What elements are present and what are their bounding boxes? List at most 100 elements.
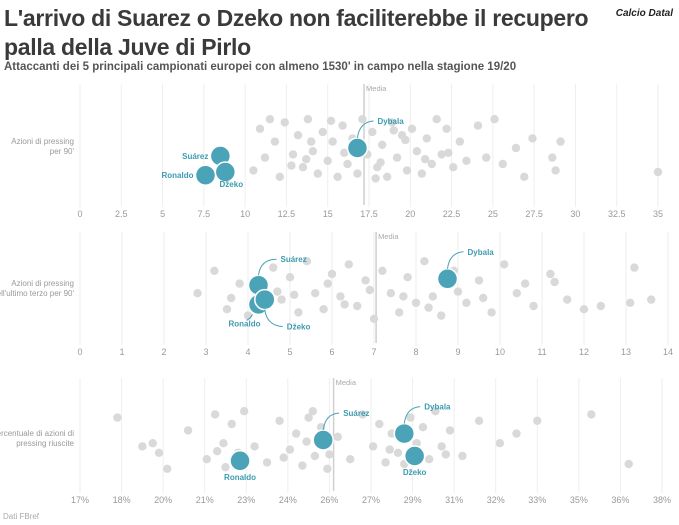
tick-label: 21% [196, 495, 214, 505]
player-dot [482, 153, 491, 162]
player-dot [392, 153, 402, 162]
player-dot [340, 300, 349, 309]
player-dot [403, 273, 412, 282]
highlight-dot [346, 137, 369, 159]
player-dot [511, 143, 521, 153]
player-dot [437, 442, 446, 451]
tick-label: 4 [245, 347, 250, 357]
player-dot [495, 439, 505, 448]
player-dot [353, 301, 362, 311]
player-dot [432, 115, 441, 124]
player-dot [412, 147, 422, 156]
player-dot [202, 455, 211, 464]
player-dot [310, 451, 320, 461]
player-dot [250, 442, 259, 451]
row-label-line: pressing riuscite [16, 439, 74, 448]
player-dot [551, 166, 560, 175]
player-dot [393, 448, 403, 457]
player-dot [368, 127, 377, 137]
player-dot [512, 429, 521, 438]
row-label-line: Azioni di pressing [11, 137, 74, 146]
tick-label: 2.5 [115, 209, 128, 219]
highlight-dot [436, 268, 459, 290]
player-dot [479, 293, 488, 303]
tick-label: 27% [362, 495, 380, 505]
player-dot [437, 150, 446, 159]
tick-label: 20 [405, 209, 415, 219]
player-dot [269, 263, 278, 272]
tick-label: 7 [371, 347, 376, 357]
player-dot [406, 413, 415, 422]
source-note: Dati FBref [3, 512, 40, 521]
player-dot [653, 167, 663, 177]
player-dot [304, 413, 313, 422]
callout-label: Dybala [424, 403, 451, 412]
player-dot [382, 172, 392, 181]
median-label: Media [378, 232, 399, 241]
player-dot [563, 295, 572, 304]
player-dot [389, 126, 398, 135]
player-dot [249, 166, 258, 175]
player-dot [546, 269, 555, 279]
player-dot [365, 285, 374, 295]
player-dot [449, 163, 458, 172]
player-dot [240, 407, 249, 416]
player-dot [378, 266, 387, 275]
player-dot [376, 158, 385, 167]
player-dot [424, 303, 433, 312]
row-label-line: Azioni di pressing [11, 279, 74, 288]
player-dot [291, 429, 301, 438]
player-dot [387, 118, 397, 127]
player-dot [385, 445, 394, 454]
player-dot [290, 290, 299, 299]
player-dot [473, 121, 483, 130]
player-dot [227, 419, 236, 429]
player-dot [221, 463, 230, 472]
player-dot [512, 289, 521, 298]
player-dot [307, 137, 316, 146]
tick-label: 18% [113, 495, 131, 505]
callout-line [246, 314, 253, 321]
player-dot [371, 174, 380, 183]
tick-label: 33% [528, 495, 546, 505]
tick-label: 23% [237, 495, 255, 505]
player-dot [293, 131, 303, 140]
player-dot [442, 124, 451, 133]
tick-label: 8 [413, 347, 418, 357]
tick-label: 12 [579, 347, 589, 357]
tick-label: 38% [653, 495, 671, 505]
callout-line [258, 258, 277, 276]
player-dot [344, 260, 353, 269]
tick-label: 0 [77, 347, 82, 357]
tick-label: 22.5 [443, 209, 461, 219]
row-label: Azioni di pressing per 90' [11, 137, 74, 156]
tick-label: 1 [119, 347, 124, 357]
player-dot [420, 155, 430, 164]
player-dot [386, 289, 395, 298]
callout-label: Dybala [377, 117, 404, 126]
player-dot [336, 292, 345, 301]
callout-line [322, 412, 340, 431]
highlight-dot [403, 445, 426, 467]
player-dot [647, 295, 656, 304]
player-dot [520, 172, 529, 181]
tick-label: 11 [537, 347, 546, 357]
player-dot [302, 155, 311, 164]
player-dot [318, 127, 327, 137]
player-dot [381, 458, 390, 467]
player-dot [227, 293, 236, 303]
player-dot [399, 292, 408, 301]
tick-label: 29% [404, 495, 422, 505]
player-dot [308, 407, 317, 416]
player-dot [353, 169, 362, 178]
tick-label: 0 [77, 209, 82, 219]
player-dot [474, 416, 484, 425]
callout-label: Suárez [182, 152, 208, 161]
player-dot [279, 453, 288, 462]
tick-label: 32.5 [608, 209, 626, 219]
player-dot [219, 439, 228, 448]
callout-line [447, 251, 464, 269]
median-label: Media [366, 84, 387, 93]
